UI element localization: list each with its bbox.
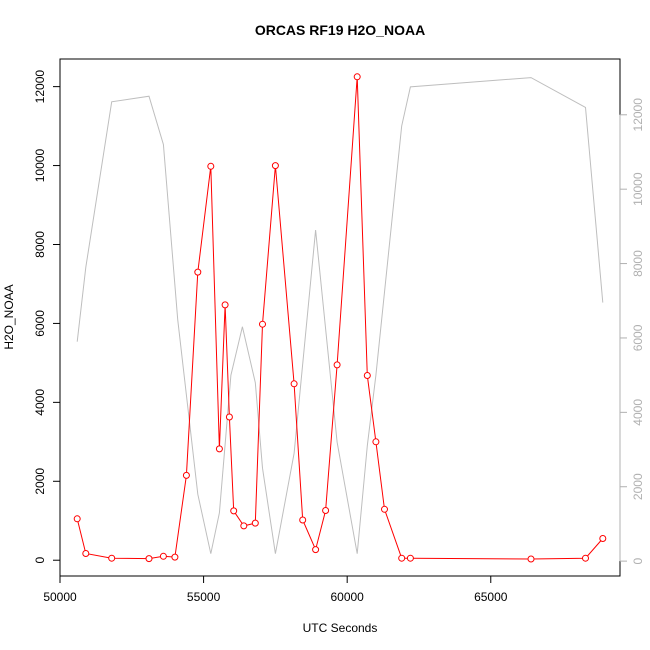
data-point [194,268,202,276]
series-line-right [76,77,604,554]
data-point [322,507,330,514]
data-point [108,554,116,562]
data-point [240,522,248,530]
y-tick-label: 6000 [33,310,47,337]
data-point [145,555,153,563]
data-point [353,73,361,81]
y2-tick-label: 2000 [631,473,645,500]
y2-tick-label: 0 [631,557,645,564]
data-point [215,445,223,453]
data-point [159,552,167,560]
y-tick-label: 2000 [33,468,47,495]
y2-tick-label: 4000 [631,399,645,426]
x-axis-label: UTC Seconds [303,621,378,635]
series-layer [73,73,607,563]
series-line-left [76,76,604,560]
data-point [333,361,341,369]
data-point [207,162,215,170]
data-point [259,320,266,328]
y-tick-label: 8000 [33,231,47,258]
x-tick-label: 50000 [43,590,77,604]
y-tick-label: 4000 [33,389,47,416]
left-axis: 0 2000 4000 6000 8000 10000 12000 [33,70,61,564]
data-point [82,550,90,557]
data-point [363,372,371,379]
x-tick-label: 60000 [330,590,364,604]
data-point [599,535,607,542]
data-point [299,516,307,524]
y-tick-label: 10000 [33,149,47,183]
data-point [171,553,179,561]
y-axis-label: H2O_NOAA [2,284,16,349]
data-point [398,554,406,562]
data-point [290,380,298,388]
data-point [372,438,380,446]
x-tick-label: 65000 [474,590,508,604]
data-point [230,507,238,515]
chart-title: ORCAS RF19 H2O_NOAA [255,22,425,38]
data-point [251,519,259,527]
bottom-axis: 50000 55000 60000 65000 [43,575,508,604]
data-point [182,471,190,479]
data-point [312,546,320,554]
y2-tick-label: 6000 [631,324,645,351]
data-point [406,554,414,562]
y-tick-label: 12000 [33,70,47,104]
y2-tick-label: 10000 [631,172,645,206]
data-point [271,162,279,170]
right-axis: 0 2000 4000 6000 8000 10000 12000 [619,98,645,564]
data-point [381,505,388,513]
y2-tick-label: 8000 [631,250,645,277]
y2-tick-label: 12000 [631,98,645,132]
x-tick-label: 55000 [187,590,221,604]
data-point [221,301,229,309]
data-point [73,515,81,523]
y-tick-label: 0 [33,557,47,564]
data-point [225,413,233,421]
data-point [582,554,589,562]
data-point [527,555,535,563]
